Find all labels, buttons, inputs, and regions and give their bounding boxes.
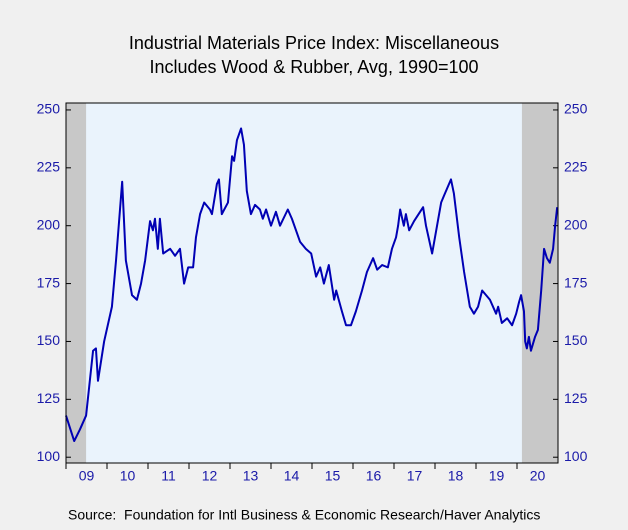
y-tick-label: 200 xyxy=(37,216,61,232)
y2-tick-label: 125 xyxy=(564,390,588,406)
y2-tick-label: 225 xyxy=(564,159,588,175)
chart-title: Industrial Materials Price Index: Miscel… xyxy=(129,33,499,53)
y2-tick-label: 200 xyxy=(564,216,588,232)
y-tick-label: 150 xyxy=(37,332,61,348)
plot-area xyxy=(66,103,558,463)
x-tick-label: 12 xyxy=(202,468,218,484)
y2-tick-label: 250 xyxy=(564,101,588,117)
source: Source: Foundation for Intl Business & E… xyxy=(68,507,540,523)
chart-subtitle: Includes Wood & Rubber, Avg, 1990=100 xyxy=(149,57,478,77)
x-tick-label: 11 xyxy=(161,468,176,484)
data-line xyxy=(65,127,559,443)
y-tick-label: 175 xyxy=(37,274,61,290)
x-tick-label: 16 xyxy=(366,468,382,484)
y2-tick-label: 100 xyxy=(564,448,588,464)
y-tick-label: 125 xyxy=(37,390,61,406)
x-tick-label: 15 xyxy=(325,468,341,484)
x-tick-label: 14 xyxy=(284,468,300,484)
y2-tick-label: 175 xyxy=(564,274,588,290)
y-tick-label: 100 xyxy=(37,448,61,464)
recession-shade xyxy=(521,103,558,463)
y-tick-label: 225 xyxy=(37,159,61,175)
y2-tick-label: 150 xyxy=(564,332,588,348)
plot-frame xyxy=(65,102,559,464)
x-tick-label: 10 xyxy=(120,468,136,484)
x-tick-label: 17 xyxy=(407,468,423,484)
x-tick-label: 20 xyxy=(530,468,546,484)
y-tick-label: 250 xyxy=(37,101,61,117)
x-tick-label: 19 xyxy=(489,468,505,484)
x-tick-label: 13 xyxy=(243,468,259,484)
x-tick-label: 09 xyxy=(79,468,95,484)
x-tick-label: 18 xyxy=(448,468,464,484)
recession-shade xyxy=(66,103,87,463)
